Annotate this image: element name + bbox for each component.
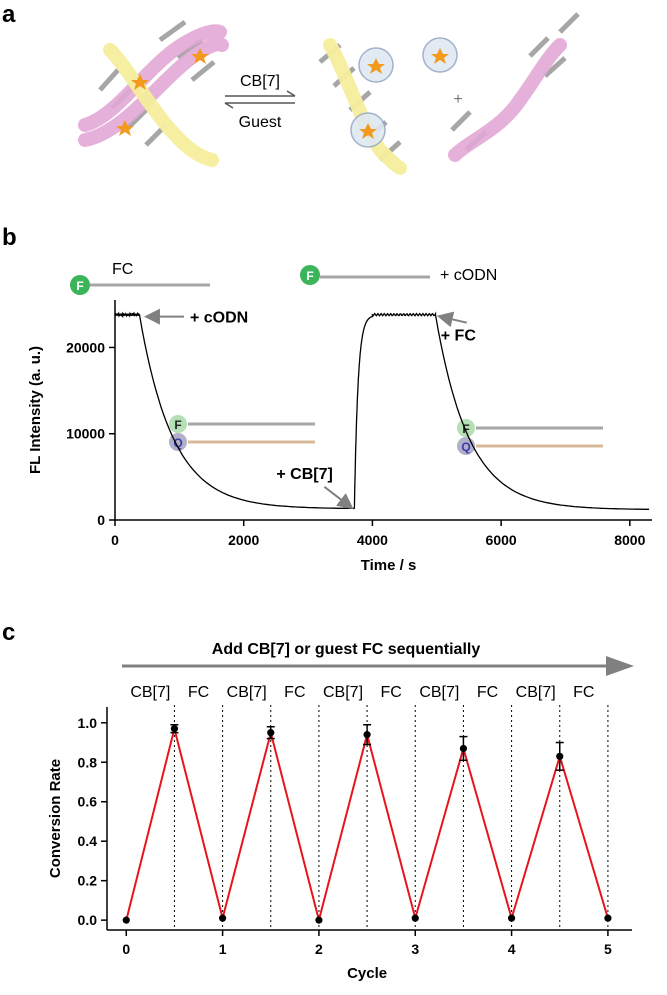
pink-strand: [78, 24, 229, 147]
annotation-cb7: + CB[7]: [276, 466, 332, 483]
annotation-arrow: [436, 311, 467, 328]
annotation-fc: + FC: [441, 328, 477, 345]
star-icon: [131, 74, 149, 90]
step-label: CB[7]: [227, 684, 267, 701]
svg-text:F: F: [306, 269, 313, 283]
y-tick-label: 0.4: [78, 833, 98, 849]
arrow-top-label: CB[7]: [240, 73, 280, 90]
star-icon: [431, 48, 449, 64]
arrow-bottom-label: Guest: [239, 114, 282, 131]
y-tick-label: 0.0: [78, 912, 98, 928]
star-icon: [116, 120, 134, 136]
step-label: FC: [284, 684, 305, 701]
svg-text:Q: Q: [461, 440, 470, 454]
conversion-chart: 0 1 2 3 4 5 0.0 0.2 0.4 0.6 0.8 1.0 Cycle Conversion …: [47, 705, 632, 982]
equilibrium-arrows: CB[7] Guest: [224, 73, 296, 131]
svg-text:F: F: [174, 418, 181, 432]
codn-label: + cODN: [440, 267, 497, 284]
data-point: [363, 731, 371, 739]
x-tick-label: 5: [604, 941, 612, 957]
dna-duplex-illustration: [78, 12, 580, 167]
data-point: [459, 744, 468, 753]
annotation-codn: + cODN: [190, 310, 248, 327]
fluorescence-chart: 0 2000 4000 6000 8000 0 10000 20000 Time / s FL I…: [27, 300, 652, 574]
dna-complex-illustration: +: [323, 37, 567, 175]
pink-strand: [448, 38, 567, 162]
step-label: CB[7]: [323, 684, 363, 701]
quenched-duplex-icon-1: F Q: [169, 415, 315, 451]
x-tick-label: 0: [122, 941, 130, 957]
data-point: [556, 752, 564, 760]
y-tick-label: 0.8: [78, 754, 98, 770]
y-tick-label: 0: [97, 512, 105, 528]
svg-text:F: F: [76, 279, 83, 293]
svg-text:F: F: [462, 422, 469, 436]
panel-a-label: a: [2, 1, 16, 28]
y-tick-label: 20000: [66, 339, 105, 355]
annotation-arrow: [323, 485, 354, 510]
data-point: [218, 914, 227, 922]
fluorescence-line: [114, 311, 650, 510]
step-label: FC: [477, 684, 498, 701]
x-tick-label: 0: [111, 532, 119, 548]
data-point: [604, 914, 612, 922]
data-point: [122, 916, 130, 924]
x-tick-label: 4: [508, 941, 516, 957]
y-tick-label: 0.2: [78, 873, 98, 889]
data-point: [267, 729, 275, 737]
step-label: FC: [381, 684, 402, 701]
data-point: [411, 914, 419, 922]
data-point: [170, 725, 179, 733]
x-axis-title: Time / s: [361, 557, 417, 574]
y-axis-title: Conversion Rate: [47, 759, 64, 878]
sequential-arrow-text: Add CB[7] or guest FC sequentially: [212, 641, 481, 658]
complex-strand-icon: F + cODN: [300, 265, 497, 285]
x-tick-label: 1: [219, 941, 227, 957]
panel-b-label: b: [2, 224, 17, 251]
y-tick-label: 1.0: [78, 715, 98, 731]
step-label: CB[7]: [130, 684, 170, 701]
x-tick-label: 2000: [228, 532, 259, 548]
quenched-duplex-icon-2: F Q: [457, 419, 603, 455]
yellow-strand: [103, 43, 219, 167]
svg-text:Q: Q: [173, 436, 182, 450]
data-point: [315, 916, 323, 924]
star-icon: [367, 58, 385, 74]
fc-label: FC: [112, 261, 133, 278]
plus-sign: +: [453, 91, 462, 108]
x-axis-title: Cycle: [347, 965, 387, 982]
step-labels: CB[7] FC CB[7] FC CB[7] FC CB[7] FC CB[7] FC: [130, 684, 594, 701]
step-label: FC: [573, 684, 594, 701]
step-label: FC: [188, 684, 209, 701]
y-axis-title: FL Intensity (a. u.): [27, 346, 44, 474]
sequential-arrow: Add CB[7] or guest FC sequentially: [122, 641, 634, 676]
fc-strand-icon: F FC: [70, 261, 210, 295]
x-tick-label: 8000: [614, 532, 645, 548]
y-tick-label: 0.6: [78, 794, 98, 810]
step-label: CB[7]: [419, 684, 459, 701]
x-tick-label: 4000: [357, 532, 388, 548]
panel-c-label: c: [2, 619, 15, 646]
yellow-strand: [323, 38, 407, 175]
y-tick-label: 10000: [66, 426, 105, 442]
x-tick-label: 2: [315, 941, 323, 957]
star-icon: [191, 48, 209, 64]
x-tick-label: 3: [411, 941, 419, 957]
x-tick-label: 6000: [486, 532, 517, 548]
step-label: CB[7]: [516, 684, 556, 701]
star-icon: [359, 123, 377, 139]
data-point: [507, 914, 516, 922]
